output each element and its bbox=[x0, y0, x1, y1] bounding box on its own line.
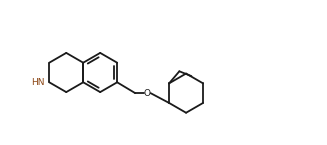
Text: O: O bbox=[144, 89, 151, 98]
Text: HN: HN bbox=[31, 78, 44, 87]
